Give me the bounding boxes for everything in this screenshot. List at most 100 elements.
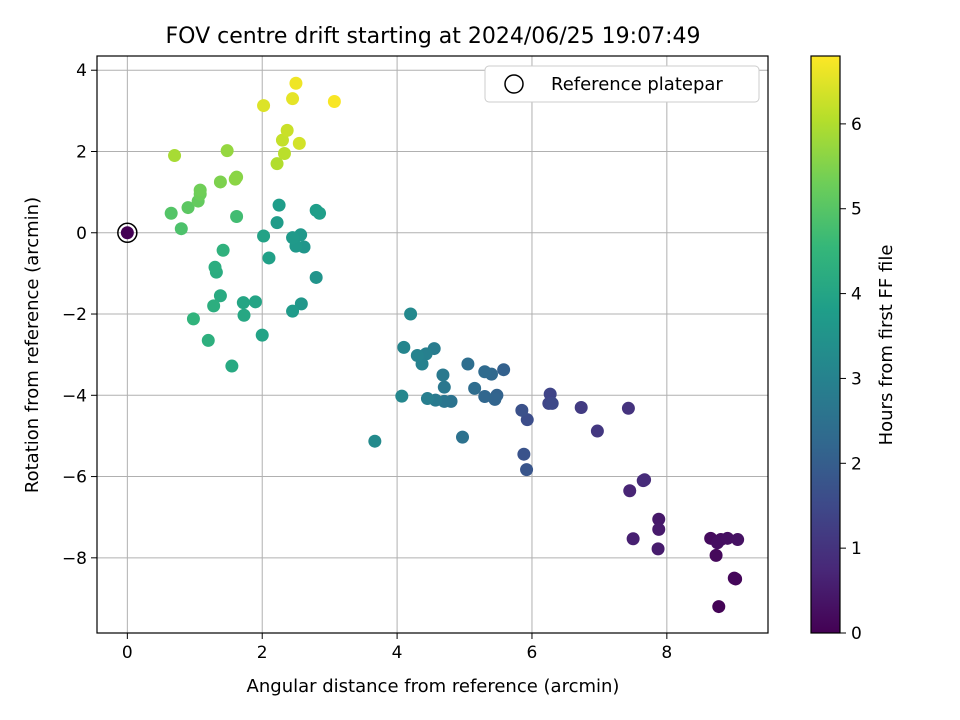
data-point (623, 484, 637, 498)
data-point (652, 512, 666, 526)
data-point (709, 548, 723, 562)
data-point (517, 447, 531, 461)
data-point (727, 571, 741, 585)
data-point (520, 463, 534, 477)
data-point (208, 260, 222, 274)
data-point (193, 183, 207, 197)
chart-title: FOV centre drift starting at 2024/06/25 … (166, 24, 701, 49)
data-point (207, 299, 221, 313)
data-point (590, 424, 604, 438)
data-point (270, 216, 284, 230)
data-point (545, 396, 559, 410)
data-point (436, 368, 450, 382)
x-tick-label: 6 (527, 643, 538, 663)
colorbar-tick-label: 1 (851, 539, 862, 559)
data-point (257, 229, 271, 243)
data-point (286, 92, 300, 106)
data-point (286, 231, 300, 245)
reference-marker (117, 222, 138, 244)
data-point (186, 312, 200, 326)
data-point (255, 328, 269, 342)
colorbar-label: Hours from first FF file (876, 245, 897, 446)
data-point (478, 390, 492, 404)
colorbar-gradient (810, 55, 841, 634)
y-tick-label: 4 (76, 61, 87, 81)
data-points (164, 76, 745, 614)
data-point (461, 357, 475, 371)
colorbar-tick-label: 6 (851, 115, 862, 135)
colorbar: 0 1 2 3 4 5 6 Hours from first FF file (810, 55, 897, 644)
data-point (262, 251, 276, 265)
data-point (652, 522, 666, 536)
data-point (478, 365, 492, 379)
data-point (272, 198, 286, 212)
data-point (574, 400, 588, 414)
data-point (621, 401, 635, 415)
colorbar-ticks: 0 1 2 3 4 5 6 (840, 115, 862, 644)
data-point (437, 380, 451, 394)
legend-box (484, 65, 760, 103)
colorbar-tick-label: 4 (851, 285, 862, 305)
data-point (216, 243, 230, 257)
reference-ring (117, 222, 138, 244)
data-point (626, 532, 640, 546)
data-point (313, 206, 327, 220)
data-point (201, 333, 215, 347)
data-point (213, 175, 227, 189)
y-axis-ticks: −8 −6 −4 −2 0 2 4 (62, 61, 97, 569)
plot-area (96, 55, 769, 634)
data-point (420, 392, 434, 406)
grid-lines (97, 56, 768, 633)
data-point (164, 206, 178, 220)
data-point (289, 76, 303, 90)
data-point (270, 157, 284, 171)
data-point (327, 95, 341, 109)
y-tick-label: −8 (62, 549, 87, 569)
x-tick-label: 4 (392, 643, 403, 663)
y-axis-label: Rotation from reference (arcmin) (22, 197, 43, 493)
y-tick-label: 2 (76, 142, 87, 162)
reference-point (120, 226, 134, 240)
data-point (236, 296, 250, 310)
y-tick-label: −2 (62, 305, 87, 325)
data-point (497, 363, 511, 377)
data-point (213, 289, 227, 303)
data-point (721, 531, 735, 545)
data-point (220, 144, 234, 158)
legend: Reference platepar (484, 65, 760, 103)
plot-frame (96, 55, 769, 634)
data-point (309, 270, 323, 284)
data-point (395, 389, 409, 403)
y-tick-label: −4 (62, 386, 87, 406)
data-point (456, 430, 470, 444)
colorbar-tick-label: 0 (851, 624, 862, 644)
data-point (710, 536, 724, 550)
data-point (515, 403, 529, 417)
data-point (638, 473, 652, 487)
data-point (368, 434, 382, 448)
x-tick-label: 8 (661, 643, 672, 663)
data-point (488, 392, 502, 406)
legend-marker-icon (504, 74, 524, 94)
data-point (248, 295, 262, 309)
y-tick-label: 0 (76, 224, 87, 244)
data-point (280, 123, 294, 137)
data-point (181, 201, 195, 215)
x-tick-label: 2 (257, 643, 268, 663)
y-tick-label: −6 (62, 468, 87, 488)
data-point (294, 297, 308, 311)
x-axis-label: Angular distance from reference (arcmin) (247, 676, 620, 697)
x-tick-label: 0 (122, 643, 133, 663)
data-point (275, 133, 289, 147)
data-point (292, 136, 306, 150)
colorbar-tick-label: 5 (851, 200, 862, 220)
data-point (731, 533, 745, 547)
data-point (410, 348, 424, 362)
data-point (230, 210, 244, 224)
colorbar-tick-label: 3 (851, 369, 862, 389)
data-point (712, 600, 726, 614)
data-point (237, 308, 251, 322)
data-point (228, 172, 242, 186)
data-point (404, 307, 418, 321)
